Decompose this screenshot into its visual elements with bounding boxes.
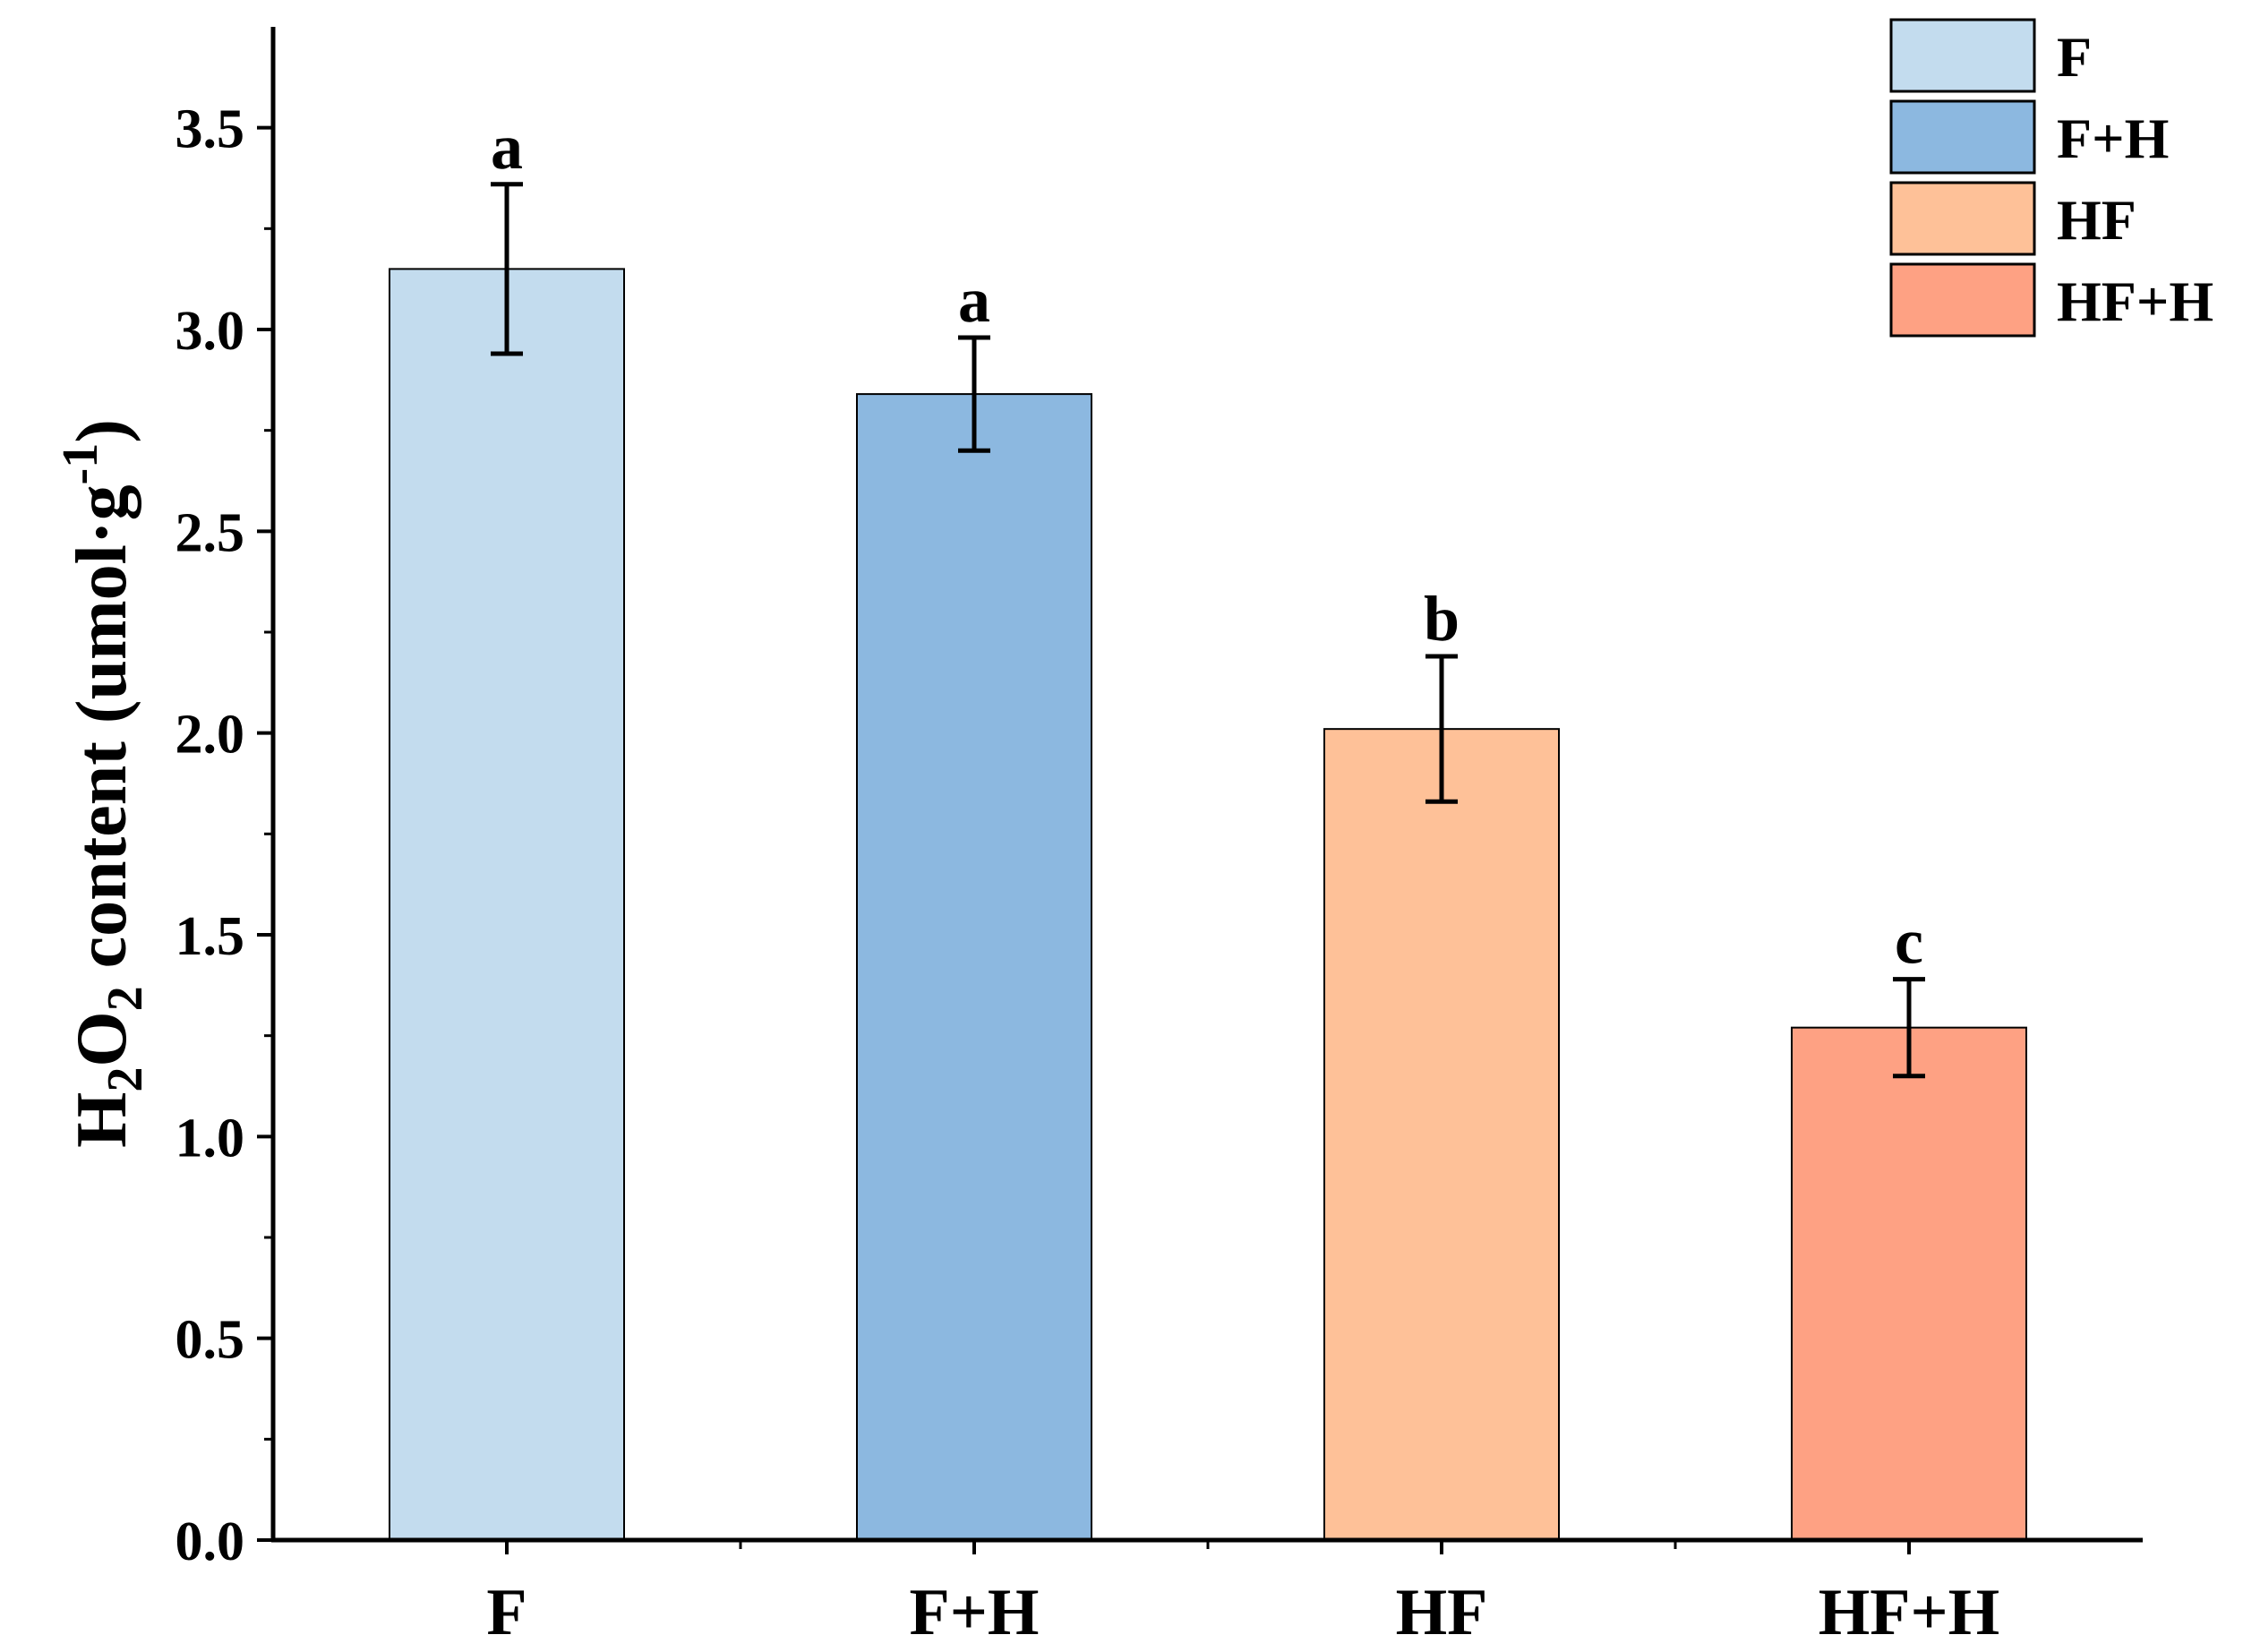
significance-label-2: a (958, 264, 990, 336)
legend-swatch-1 (1889, 18, 2036, 93)
y-tick-label-7: 3.5 (176, 99, 245, 160)
y-axis-title-h: H (63, 1092, 141, 1148)
y-axis-title-sub2: 2 (98, 986, 153, 1011)
y-axis-title-main: content (umol·g (63, 484, 141, 986)
y-axis-title-close: ) (63, 419, 141, 443)
y-tick-label-1: 0.5 (176, 1310, 245, 1371)
y-axis-title: H2O2 content (umol·g-1) (53, 419, 153, 1148)
y-axis-title-sub1: 2 (98, 1067, 153, 1092)
plot-area: a Fa F+H b HF c HF+H 0.0 0.5 1.0 1.5 2.0 2.5 3.0 3.5 (176, 27, 2143, 1649)
y-tick-label-4: 2.0 (176, 705, 245, 766)
y-tick-label-6: 3.0 (176, 301, 245, 362)
significance-label-3: b (1424, 583, 1460, 655)
bar-2 (856, 393, 1092, 1541)
bar-1 (389, 268, 625, 1541)
legend-label-1: F (2057, 25, 2092, 89)
x-tick-label-4: HF+H (1819, 1576, 2000, 1649)
x-tick-label-3: HF (1396, 1576, 1488, 1649)
y-tick-label-5: 2.5 (176, 502, 245, 563)
error-bar-4 (1893, 977, 1925, 1079)
y-tick-label-3: 1.5 (176, 906, 245, 967)
x-tick-label-1: F (486, 1576, 527, 1649)
y-axis-title-o: O (63, 1011, 141, 1066)
legend-label-3: HF (2057, 188, 2136, 252)
y-axis-title-sup: -1 (53, 443, 108, 485)
significance-label-4: c (1895, 906, 1923, 978)
bar-3 (1323, 728, 1560, 1541)
legend: F F+H HF HF+H (1889, 18, 2213, 338)
error-bar-2 (958, 335, 990, 453)
legend-swatch-3 (1889, 181, 2036, 256)
y-tick-label-2: 1.0 (176, 1108, 245, 1168)
significance-label-1: a (491, 111, 523, 183)
legend-swatch-4 (1889, 262, 2036, 338)
error-bar-3 (1425, 654, 1458, 804)
error-bar-1 (491, 182, 523, 356)
bar-4 (1791, 1026, 2027, 1541)
y-tick-label-0: 0.0 (176, 1511, 245, 1572)
legend-label-4: HF+H (2057, 270, 2213, 333)
legend-label-2: F+H (2057, 107, 2169, 170)
x-tick-label-2: F+H (910, 1576, 1040, 1649)
legend-swatch-2 (1889, 99, 2036, 175)
